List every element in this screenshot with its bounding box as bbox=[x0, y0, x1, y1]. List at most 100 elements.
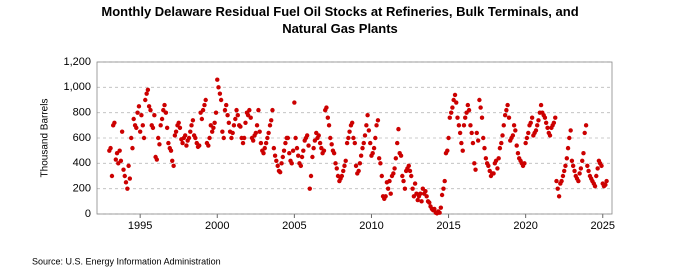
data-point bbox=[127, 176, 133, 181]
data-point bbox=[438, 205, 444, 210]
data-point bbox=[221, 135, 226, 141]
data-point bbox=[122, 173, 127, 179]
data-point bbox=[240, 140, 246, 146]
data-point bbox=[238, 124, 243, 129]
data-point bbox=[177, 125, 183, 131]
data-point bbox=[361, 140, 366, 146]
data-point bbox=[231, 123, 237, 128]
data-point bbox=[535, 123, 540, 128]
data-point bbox=[393, 156, 399, 161]
data-point bbox=[341, 168, 346, 174]
data-point bbox=[595, 166, 600, 171]
data-point bbox=[463, 115, 468, 120]
data-point bbox=[145, 87, 151, 93]
data-point bbox=[272, 153, 278, 158]
data-point bbox=[230, 130, 235, 136]
data-point bbox=[247, 107, 252, 113]
data-point bbox=[352, 140, 358, 146]
data-point bbox=[387, 178, 392, 184]
data-point bbox=[578, 166, 584, 171]
data-point bbox=[262, 145, 267, 151]
data-point bbox=[222, 107, 228, 113]
data-point bbox=[432, 206, 437, 212]
data-point bbox=[562, 168, 567, 174]
data-point bbox=[193, 135, 198, 141]
y-tick-label: 0 bbox=[85, 208, 91, 220]
data-point bbox=[506, 115, 512, 120]
data-point bbox=[289, 161, 294, 166]
data-point bbox=[452, 92, 458, 98]
data-point bbox=[269, 118, 274, 123]
data-point bbox=[415, 197, 420, 203]
data-point bbox=[203, 97, 208, 103]
data-point bbox=[182, 133, 188, 138]
data-point bbox=[213, 110, 219, 115]
data-point bbox=[331, 151, 337, 156]
data-point bbox=[131, 116, 136, 122]
data-point bbox=[136, 104, 142, 109]
data-point bbox=[156, 135, 161, 141]
data-point bbox=[577, 171, 582, 176]
data-point bbox=[599, 163, 604, 169]
data-point bbox=[400, 173, 405, 179]
data-point bbox=[225, 113, 230, 118]
data-point bbox=[349, 120, 355, 126]
y-tick-label: 800 bbox=[73, 107, 91, 119]
data-point bbox=[356, 168, 361, 174]
data-point bbox=[263, 140, 269, 146]
data-point bbox=[257, 129, 262, 134]
data-point bbox=[447, 115, 452, 120]
data-point bbox=[146, 104, 152, 109]
data-point bbox=[242, 135, 247, 141]
data-point bbox=[568, 128, 573, 133]
data-point bbox=[304, 133, 310, 138]
data-point bbox=[334, 166, 339, 171]
data-point bbox=[199, 116, 205, 122]
data-point bbox=[301, 148, 306, 153]
data-point bbox=[343, 158, 348, 163]
data-point bbox=[409, 173, 414, 179]
data-point bbox=[117, 148, 122, 153]
data-point bbox=[496, 156, 501, 161]
data-point bbox=[267, 123, 273, 128]
data-point bbox=[274, 158, 279, 163]
data-point bbox=[113, 157, 119, 162]
data-point bbox=[439, 192, 445, 198]
data-point bbox=[472, 161, 477, 166]
data-point bbox=[442, 178, 447, 184]
data-point bbox=[371, 145, 377, 151]
data-point bbox=[486, 163, 491, 169]
data-point bbox=[401, 178, 406, 184]
data-point bbox=[294, 145, 300, 151]
data-point bbox=[515, 151, 521, 156]
data-point bbox=[163, 110, 169, 115]
data-point bbox=[529, 115, 535, 120]
data-point bbox=[514, 143, 519, 148]
data-point bbox=[280, 154, 286, 160]
data-point bbox=[234, 107, 239, 113]
data-point bbox=[448, 110, 454, 115]
data-point bbox=[112, 120, 117, 126]
data-point bbox=[502, 113, 508, 118]
data-point bbox=[290, 148, 296, 153]
data-point bbox=[333, 161, 338, 166]
data-point bbox=[564, 156, 570, 161]
data-point bbox=[265, 135, 270, 141]
data-point bbox=[299, 154, 305, 160]
data-point bbox=[321, 148, 327, 153]
data-point bbox=[148, 107, 153, 113]
data-point bbox=[374, 123, 379, 128]
data-point bbox=[570, 163, 576, 169]
data-point bbox=[171, 163, 176, 169]
data-point bbox=[229, 135, 234, 141]
x-tick-label: 2005 bbox=[282, 220, 306, 232]
data-point bbox=[351, 135, 356, 141]
data-point bbox=[157, 142, 162, 147]
data-point bbox=[556, 194, 562, 199]
data-point bbox=[271, 145, 277, 151]
data-point bbox=[454, 100, 459, 105]
data-point bbox=[585, 163, 590, 169]
data-point bbox=[152, 113, 157, 118]
data-point bbox=[141, 135, 147, 141]
data-point bbox=[441, 186, 446, 191]
